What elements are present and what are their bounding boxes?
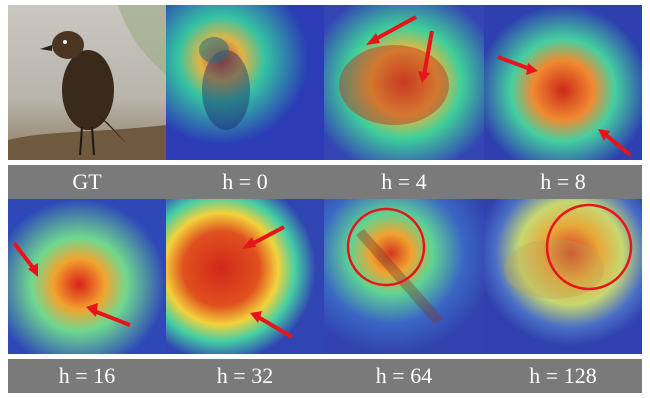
- ground-truth-bird-photo: [8, 5, 166, 160]
- heatmap-h64: [324, 199, 484, 354]
- caption-h16: h = 16: [8, 359, 166, 393]
- arrow-annotation: [249, 225, 285, 247]
- circle-annotation: [545, 203, 633, 291]
- arrow-annotation: [256, 315, 294, 339]
- circle-annotation: [346, 207, 426, 287]
- heatmap-h16: [8, 199, 166, 354]
- heatmap-h32: [166, 199, 324, 354]
- panel-h4: [324, 5, 484, 160]
- caption-h4: h = 4: [324, 165, 484, 199]
- arrow-annotation: [422, 30, 434, 76]
- arrow-annotation: [604, 133, 632, 157]
- caption-h32: h = 32: [166, 359, 324, 393]
- caption-h128: h = 128: [484, 359, 642, 393]
- panel-h0: [166, 5, 324, 160]
- panel-h8: [484, 5, 642, 160]
- panel-gt: [8, 5, 166, 160]
- panel-h32: [166, 199, 324, 354]
- arrow-annotation: [12, 241, 36, 271]
- panel-h128: [484, 199, 642, 354]
- arrow-annotation: [497, 55, 531, 71]
- arrow-annotation: [371, 15, 417, 43]
- heatmap-h4: [324, 5, 484, 160]
- panel-h64: [324, 199, 484, 354]
- heatmap-h8: [484, 5, 642, 160]
- caption-h0: h = 0: [166, 165, 324, 199]
- heatmap-h0: [166, 5, 324, 160]
- caption-h8: h = 8: [484, 165, 642, 199]
- caption-gt: GT: [8, 165, 166, 199]
- arrow-annotation: [93, 309, 131, 327]
- panel-h16: [8, 199, 166, 354]
- caption-h64: h = 64: [324, 359, 484, 393]
- heatmap-h128: [484, 199, 642, 354]
